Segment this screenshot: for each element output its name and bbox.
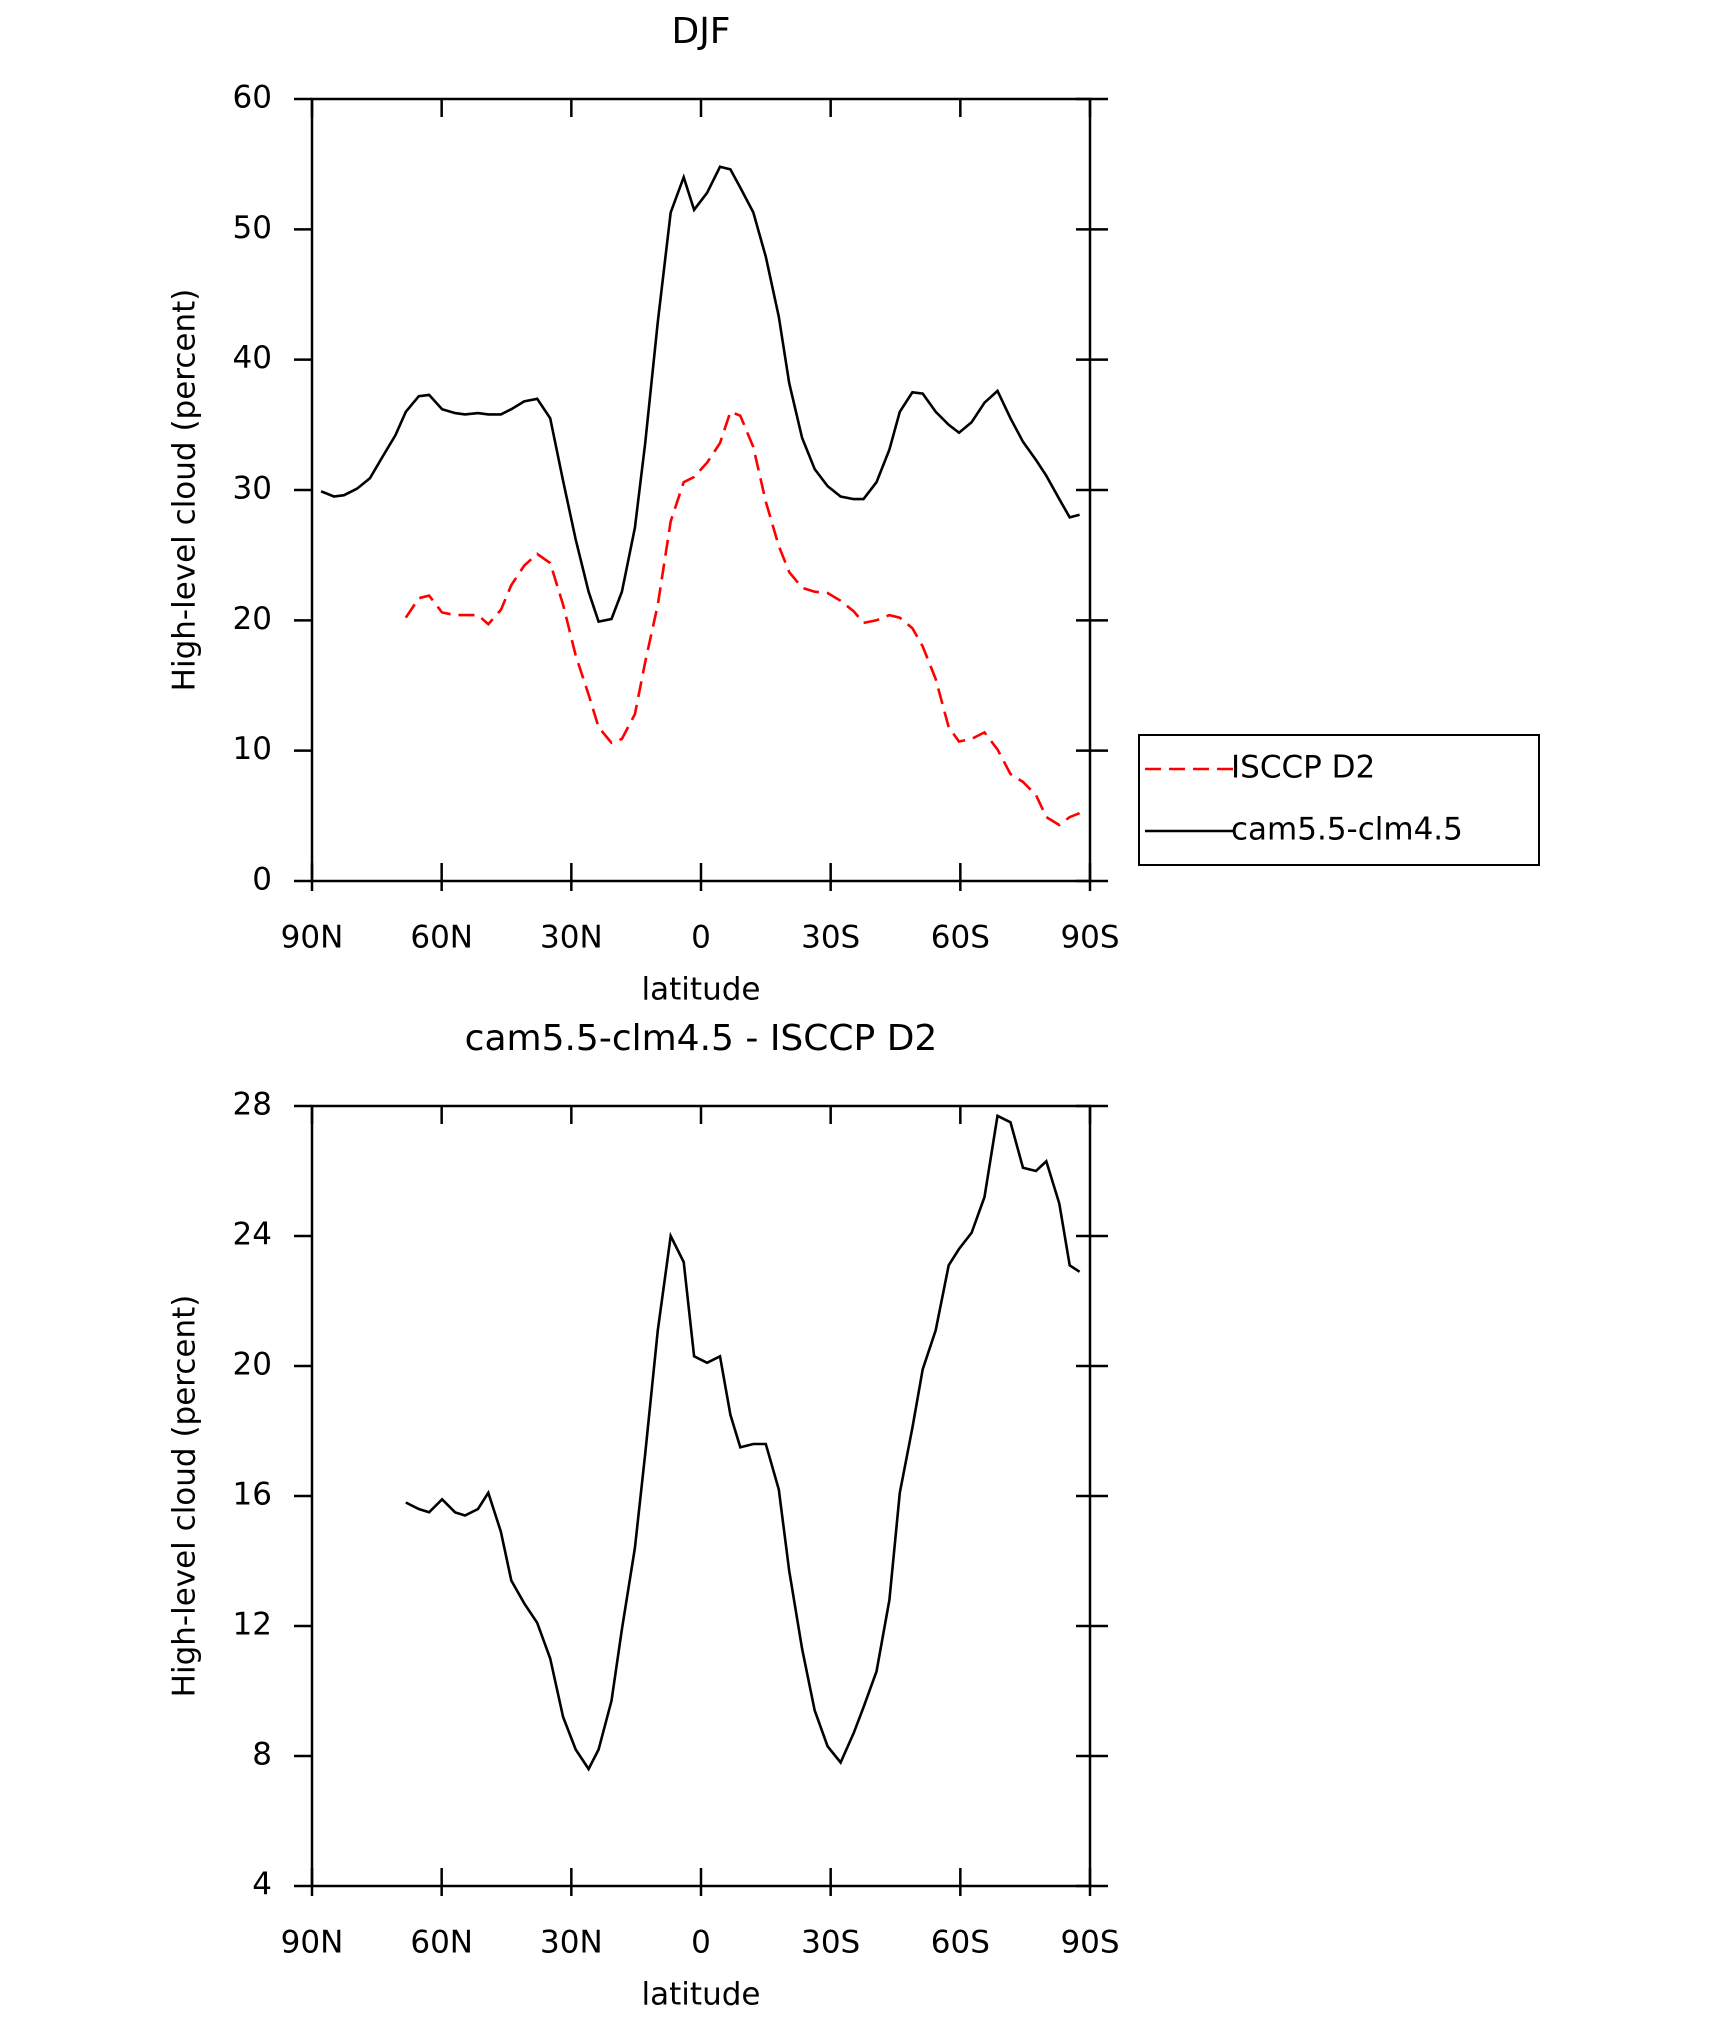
y-tick-label: 40 <box>233 340 272 376</box>
y-tick-label: 24 <box>233 1217 272 1253</box>
chart-title: cam5.5-clm4.5 - ISCCP D2 <box>465 1018 938 1059</box>
legend-label: cam5.5-clm4.5 <box>1231 812 1463 848</box>
x-tick-label: 30N <box>540 920 603 956</box>
plot-frame <box>310 1104 1092 1888</box>
x-tick-label: 60S <box>931 920 990 956</box>
x-tick-label: 90N <box>281 920 344 956</box>
y-tick-label: 12 <box>233 1607 272 1643</box>
y-tick-label: 8 <box>252 1737 272 1773</box>
x-tick-label: 30N <box>540 1925 603 1961</box>
data-line <box>405 1113 1081 1772</box>
x-tick-label: 0 <box>691 920 711 956</box>
y-tick-label: 20 <box>233 1347 272 1383</box>
x-tick-label: 30S <box>801 920 860 956</box>
x-tick-label: 0 <box>691 1925 711 1961</box>
data-line <box>404 410 1081 827</box>
y-tick-label: 28 <box>233 1087 272 1123</box>
y-tick-label: 10 <box>233 731 272 767</box>
x-axis-label: latitude <box>642 972 761 1008</box>
x-axis-label: latitude <box>642 1977 761 2013</box>
x-tick-label: 60N <box>410 1925 473 1961</box>
chart-title: DJF <box>671 11 730 52</box>
y-tick-label: 50 <box>233 210 272 246</box>
legend-box <box>1138 734 1540 866</box>
y-tick-label: 20 <box>233 601 272 637</box>
y-tick-label: 4 <box>252 1867 272 1903</box>
x-tick-label: 60N <box>410 920 473 956</box>
x-tick-label: 30S <box>801 1925 860 1961</box>
plot-frame <box>310 97 1092 883</box>
y-tick-label: 0 <box>252 862 272 898</box>
y-axis-label: High-level cloud (percent) <box>167 289 203 692</box>
y-tick-label: 16 <box>233 1477 272 1513</box>
x-tick-label: 90S <box>1060 1925 1119 1961</box>
y-axis-label: High-level cloud (percent) <box>167 1295 203 1698</box>
x-tick-label: 90S <box>1060 920 1119 956</box>
y-tick-label: 30 <box>233 471 272 507</box>
data-line <box>320 165 1080 624</box>
legend-label: ISCCP D2 <box>1231 750 1375 786</box>
x-tick-label: 60S <box>931 1925 990 1961</box>
x-tick-label: 90N <box>281 1925 344 1961</box>
y-tick-label: 60 <box>233 80 272 116</box>
